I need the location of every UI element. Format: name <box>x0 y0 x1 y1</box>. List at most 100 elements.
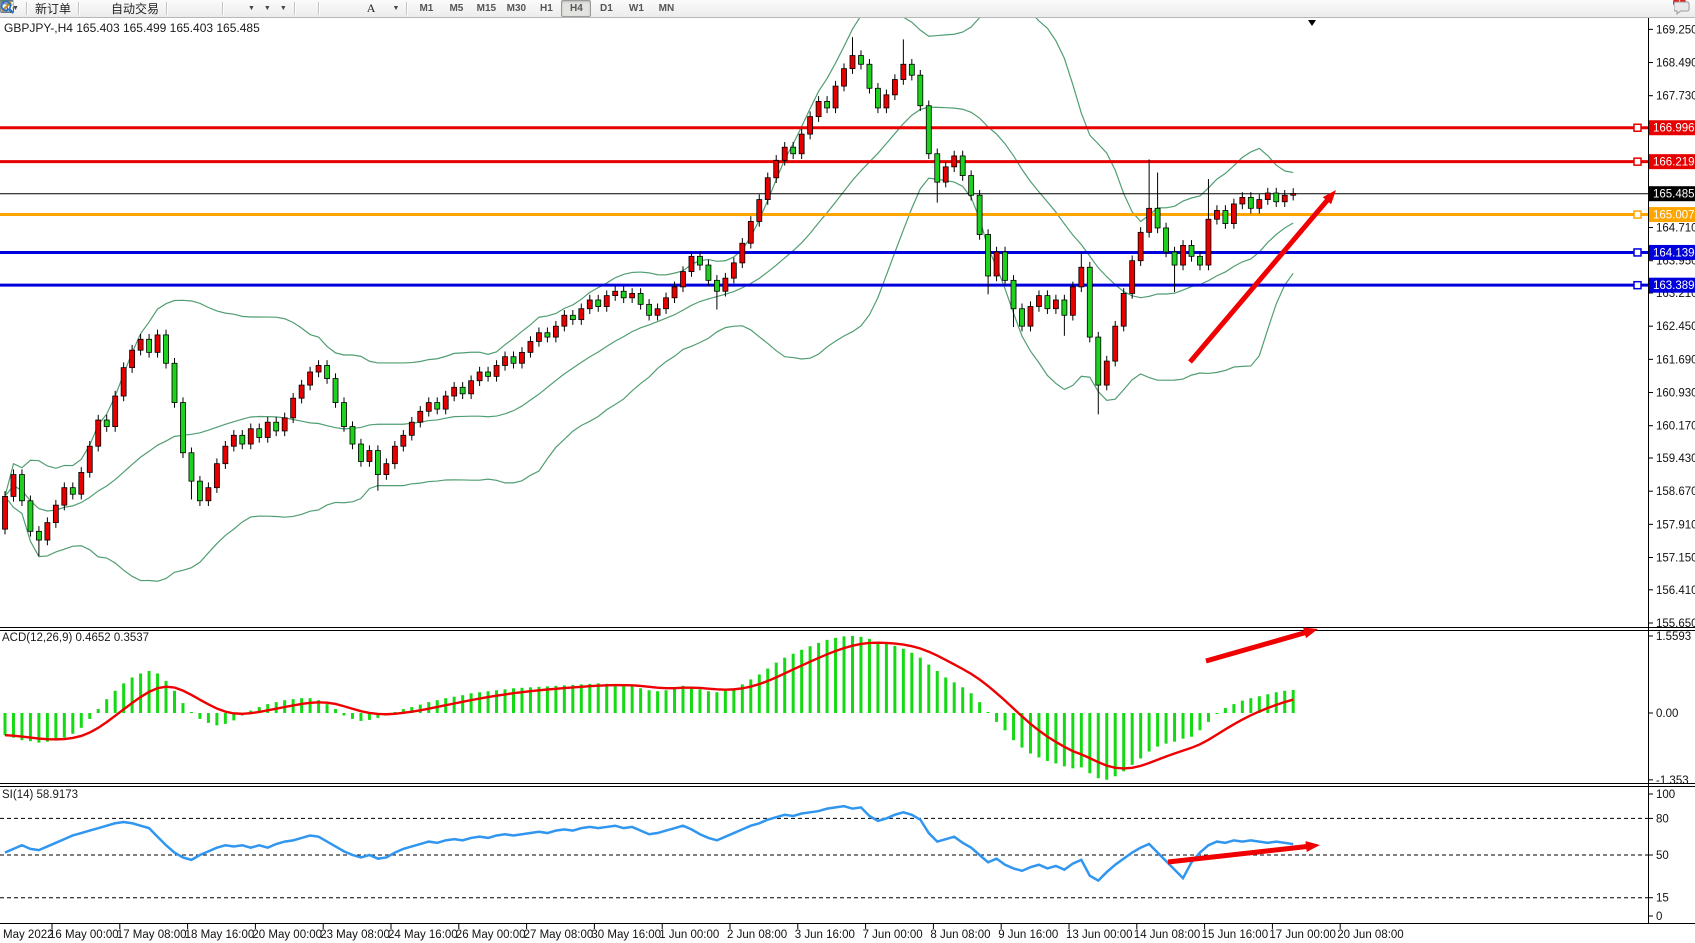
time-tick-label: 1 Jun 00:00 <box>659 929 719 941</box>
timeframe-button-m1[interactable]: M1 <box>419 3 434 14</box>
line-chart-button[interactable] <box>0 0 195 17</box>
time-tick-label: 23 May 08:00 <box>320 929 390 941</box>
chevron-down-icon: ▼ <box>247 5 255 12</box>
templates-button[interactable]: ▼ <box>0 0 291 17</box>
price-badge-label: 163.389 <box>1653 280 1695 292</box>
candles-layer <box>2 37 1297 557</box>
search-button[interactable] <box>0 0 1673 17</box>
periods-button[interactable]: ▼ <box>0 0 275 17</box>
rsi-panel <box>0 804 1648 899</box>
zoom-in-button[interactable] <box>0 0 203 17</box>
new-order-label: 新订单 <box>34 2 71 16</box>
drawn-arrow-head[interactable] <box>1303 627 1318 639</box>
text-button[interactable]: A <box>366 1 376 15</box>
line-handle[interactable] <box>1633 123 1642 132</box>
time-tick-label: 20 Jun 08:00 <box>1337 929 1404 941</box>
autotrading-label: 自动交易 <box>110 2 159 16</box>
price-tick-label: 155.650 <box>1656 618 1695 630</box>
time-tick-label: 30 May 16:00 <box>591 929 661 941</box>
time-tick-label: 9 Jun 16:00 <box>998 929 1058 941</box>
drawn-arrow[interactable] <box>1205 629 1308 664</box>
price-badge-label: 165.007 <box>1653 210 1695 222</box>
navigator-button[interactable] <box>0 0 107 17</box>
drawn-arrow-head[interactable] <box>1322 190 1336 205</box>
line-handle[interactable] <box>1633 248 1642 257</box>
timeframe-button-d1[interactable]: D1 <box>599 3 613 14</box>
timeframe-toolbar: M1 M5 M15 M30 H1 H4 D1 W1 MN <box>411 0 681 17</box>
time-tick-label: 15 Jun 16:00 <box>1202 929 1269 941</box>
timeframe-button-h4[interactable]: H4 <box>561 0 592 17</box>
toolbar: ▼ 新订单 自动交易 <box>0 0 1695 18</box>
price-badge <box>1649 120 1695 136</box>
macd-tick-label: 0.00 <box>1656 708 1678 720</box>
timeframe-button-m30[interactable]: M30 <box>506 3 527 14</box>
drawn-arrow-head[interactable] <box>1305 841 1320 853</box>
tile-windows-button[interactable] <box>0 0 219 17</box>
price-badge-label: 166.996 <box>1653 123 1695 135</box>
time-tick-label: 2 Jun 08:00 <box>727 929 787 941</box>
price-axis[interactable]: 169.250168.490167.730164.710163.950163.2… <box>1648 24 1695 923</box>
zoom-out-button[interactable] <box>0 0 211 17</box>
level-lines[interactable] <box>0 123 1648 290</box>
price-tick-label: 156.410 <box>1656 585 1695 597</box>
time-tick-label: 24 May 16:00 <box>388 929 458 941</box>
timeframe-button-h1[interactable]: H1 <box>539 3 553 14</box>
trendline-button[interactable] <box>1 0 347 17</box>
price-badge <box>1649 154 1695 170</box>
time-tick-label: May 2022 <box>3 929 54 941</box>
timeframe-button-mn[interactable]: MN <box>658 3 675 14</box>
price-tick-label: 159.430 <box>1656 453 1695 465</box>
macd-signal-line <box>4 641 1294 770</box>
timeframe-button-m5[interactable]: M5 <box>449 3 464 14</box>
auto-scroll-button[interactable] <box>1 0 235 17</box>
trend-arrows[interactable] <box>1167 190 1336 865</box>
drawn-arrow[interactable] <box>1167 843 1309 865</box>
price-badge-label: 165.485 <box>1653 189 1695 201</box>
bar-chart-button[interactable] <box>1 0 179 17</box>
new-order-button[interactable]: 新订单 <box>1 0 75 17</box>
chart-shift-button[interactable] <box>1 0 243 17</box>
chevron-down-icon: ▼ <box>12 5 19 12</box>
text-label-button[interactable]: T <box>0 0 387 17</box>
chart-shift-marker[interactable] <box>1308 20 1316 26</box>
cursor-button[interactable] <box>3 0 307 17</box>
price-badge-label: 164.139 <box>1653 247 1695 259</box>
candle-chart-button[interactable] <box>2 0 187 17</box>
timeframe-button-m15[interactable]: M15 <box>476 3 497 14</box>
rsi-tick-label: 100 <box>1656 789 1675 801</box>
price-badge <box>1649 244 1695 260</box>
notifications-button[interactable]: 1 <box>1673 0 1690 17</box>
price-tick-label: 169.250 <box>1656 24 1695 36</box>
price-tick-label: 160.170 <box>1656 421 1695 433</box>
drawn-arrow[interactable] <box>1188 197 1331 364</box>
market-watch-button[interactable] <box>0 0 91 17</box>
price-tick-label: 168.490 <box>1656 58 1695 70</box>
rsi-line <box>4 804 1294 883</box>
crosshair-button[interactable] <box>1 0 315 17</box>
price-tick-label: 162.450 <box>1656 321 1695 333</box>
time-tick-label: 18 May 16:00 <box>185 929 255 941</box>
data-window-button[interactable] <box>0 0 99 17</box>
arrows-tool-button[interactable]: ▼ <box>1 0 403 17</box>
price-badge <box>1649 277 1695 293</box>
chevron-down-icon: ▼ <box>279 5 287 12</box>
notifications-icon <box>1674 1 1690 15</box>
line-handle[interactable] <box>1633 280 1642 290</box>
timeframe-button-w1[interactable]: W1 <box>628 3 644 14</box>
vertical-line-button[interactable] <box>3 0 331 17</box>
indicators-button[interactable]: ▼ <box>1 0 259 17</box>
price-tick-label: 161.690 <box>1656 354 1695 366</box>
line-handle[interactable] <box>1633 157 1642 166</box>
time-tick-label: 26 May 00:00 <box>456 929 526 941</box>
price-tick-label: 157.910 <box>1656 519 1695 531</box>
line-handle[interactable] <box>1633 210 1642 219</box>
channel-button[interactable]: E <box>0 0 355 17</box>
fibonacci-button[interactable]: F <box>1 0 363 17</box>
autotrading-button[interactable]: 自动交易 <box>0 0 163 17</box>
time-tick-label: 14 Jun 08:00 <box>1134 929 1201 941</box>
horizontal-line-button[interactable] <box>1 0 339 17</box>
rsi-tick-label: 0 <box>1656 911 1662 923</box>
price-badge <box>1649 207 1695 223</box>
